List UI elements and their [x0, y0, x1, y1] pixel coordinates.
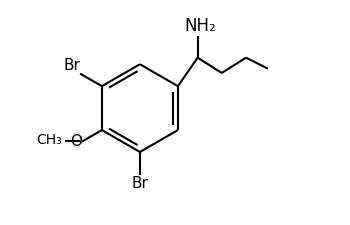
Text: CH₃: CH₃ [36, 133, 62, 147]
Text: NH₂: NH₂ [184, 17, 216, 35]
Text: O: O [70, 133, 82, 148]
Text: Br: Br [63, 58, 80, 73]
Text: Br: Br [132, 176, 148, 191]
